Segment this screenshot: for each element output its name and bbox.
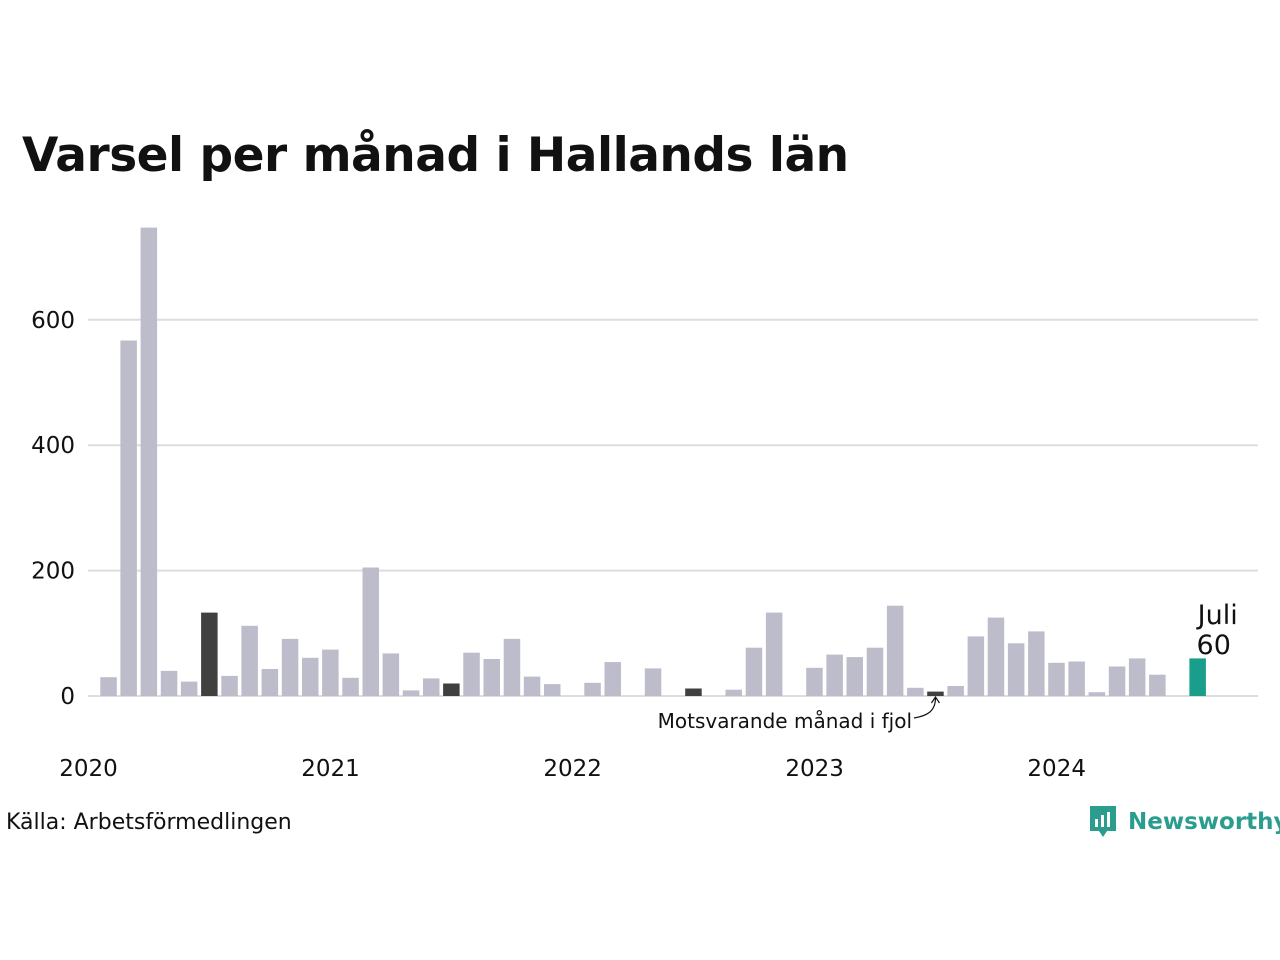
bar: [423, 678, 440, 696]
bar: [987, 617, 1005, 696]
bar: [1088, 692, 1106, 696]
x-tick-label: 2022: [543, 756, 602, 782]
bar: [604, 662, 621, 696]
latest-value-label: 60: [1197, 630, 1231, 661]
bar: [382, 653, 400, 696]
bar-same-month-previous-year: [685, 688, 702, 696]
bar: [140, 227, 158, 696]
bar: [483, 659, 500, 696]
bar-same-month-previous-year: [927, 691, 944, 696]
bar: [886, 605, 904, 696]
bar-same-month-previous-year: [201, 612, 218, 696]
brand-name: Newsworthy: [1128, 809, 1280, 835]
annotation-arrow: [913, 695, 940, 719]
y-tick-label: 400: [31, 433, 75, 459]
bar: [302, 657, 319, 696]
x-tick-label: 2021: [301, 756, 360, 782]
bar: [342, 677, 359, 696]
bar: [362, 567, 379, 696]
bar: [463, 652, 480, 696]
latest-month-label: Juli: [1196, 600, 1238, 631]
chart-title: Varsel per månad i Hallands län: [22, 128, 849, 183]
bar: [261, 669, 279, 696]
bar: [503, 638, 521, 696]
bar: [1048, 662, 1065, 696]
bar: [241, 625, 258, 696]
bar-same-month-previous-year: [443, 683, 460, 696]
y-tick-label: 200: [31, 559, 75, 585]
x-tick-label: 2024: [1027, 756, 1086, 782]
bar: [1108, 666, 1126, 696]
bar: [1149, 674, 1166, 696]
bar: [1028, 631, 1045, 696]
bar: [402, 690, 420, 696]
bar: [1128, 658, 1146, 696]
y-tick-label: 0: [60, 684, 75, 710]
bar: [967, 636, 985, 696]
bar: [281, 638, 299, 696]
newsworthy-logo-icon: [1090, 806, 1116, 837]
y-axis-ticks: 0 200 400 600: [31, 308, 75, 710]
brand-logo: Newsworthy: [1088, 804, 1280, 840]
gridlines: [88, 318, 1258, 697]
bar: [100, 677, 117, 696]
bar: [725, 689, 742, 696]
bar: [120, 340, 137, 696]
bar: [180, 681, 198, 696]
bar: [644, 668, 662, 696]
bar: [322, 649, 339, 696]
bar: [544, 684, 561, 696]
bars: [100, 227, 1206, 696]
x-tick-label: 2020: [59, 756, 118, 782]
bar: [765, 612, 783, 696]
bar: [221, 675, 238, 696]
bar: [846, 657, 863, 696]
bar: [745, 647, 763, 696]
bar: [1007, 643, 1025, 696]
bar: [584, 682, 601, 696]
last-year-annotation: Motsvarande månad i fjol: [658, 709, 912, 733]
annotations: Motsvarande månad i fjol Juli 60: [658, 600, 1238, 733]
bar: [826, 654, 843, 696]
x-axis-ticks: 2020 2021 2022 2023 2024: [59, 756, 1086, 782]
bar-latest: [1189, 658, 1206, 696]
bar: [523, 676, 541, 696]
source-note: Källa: Arbetsförmedlingen: [6, 810, 292, 835]
bar: [806, 667, 823, 696]
bar: [1068, 661, 1085, 696]
bar: [907, 687, 924, 696]
x-tick-label: 2023: [785, 756, 844, 782]
bar: [866, 647, 884, 696]
y-tick-label: 600: [31, 308, 75, 334]
bar: [947, 686, 964, 696]
bar: [160, 670, 178, 696]
